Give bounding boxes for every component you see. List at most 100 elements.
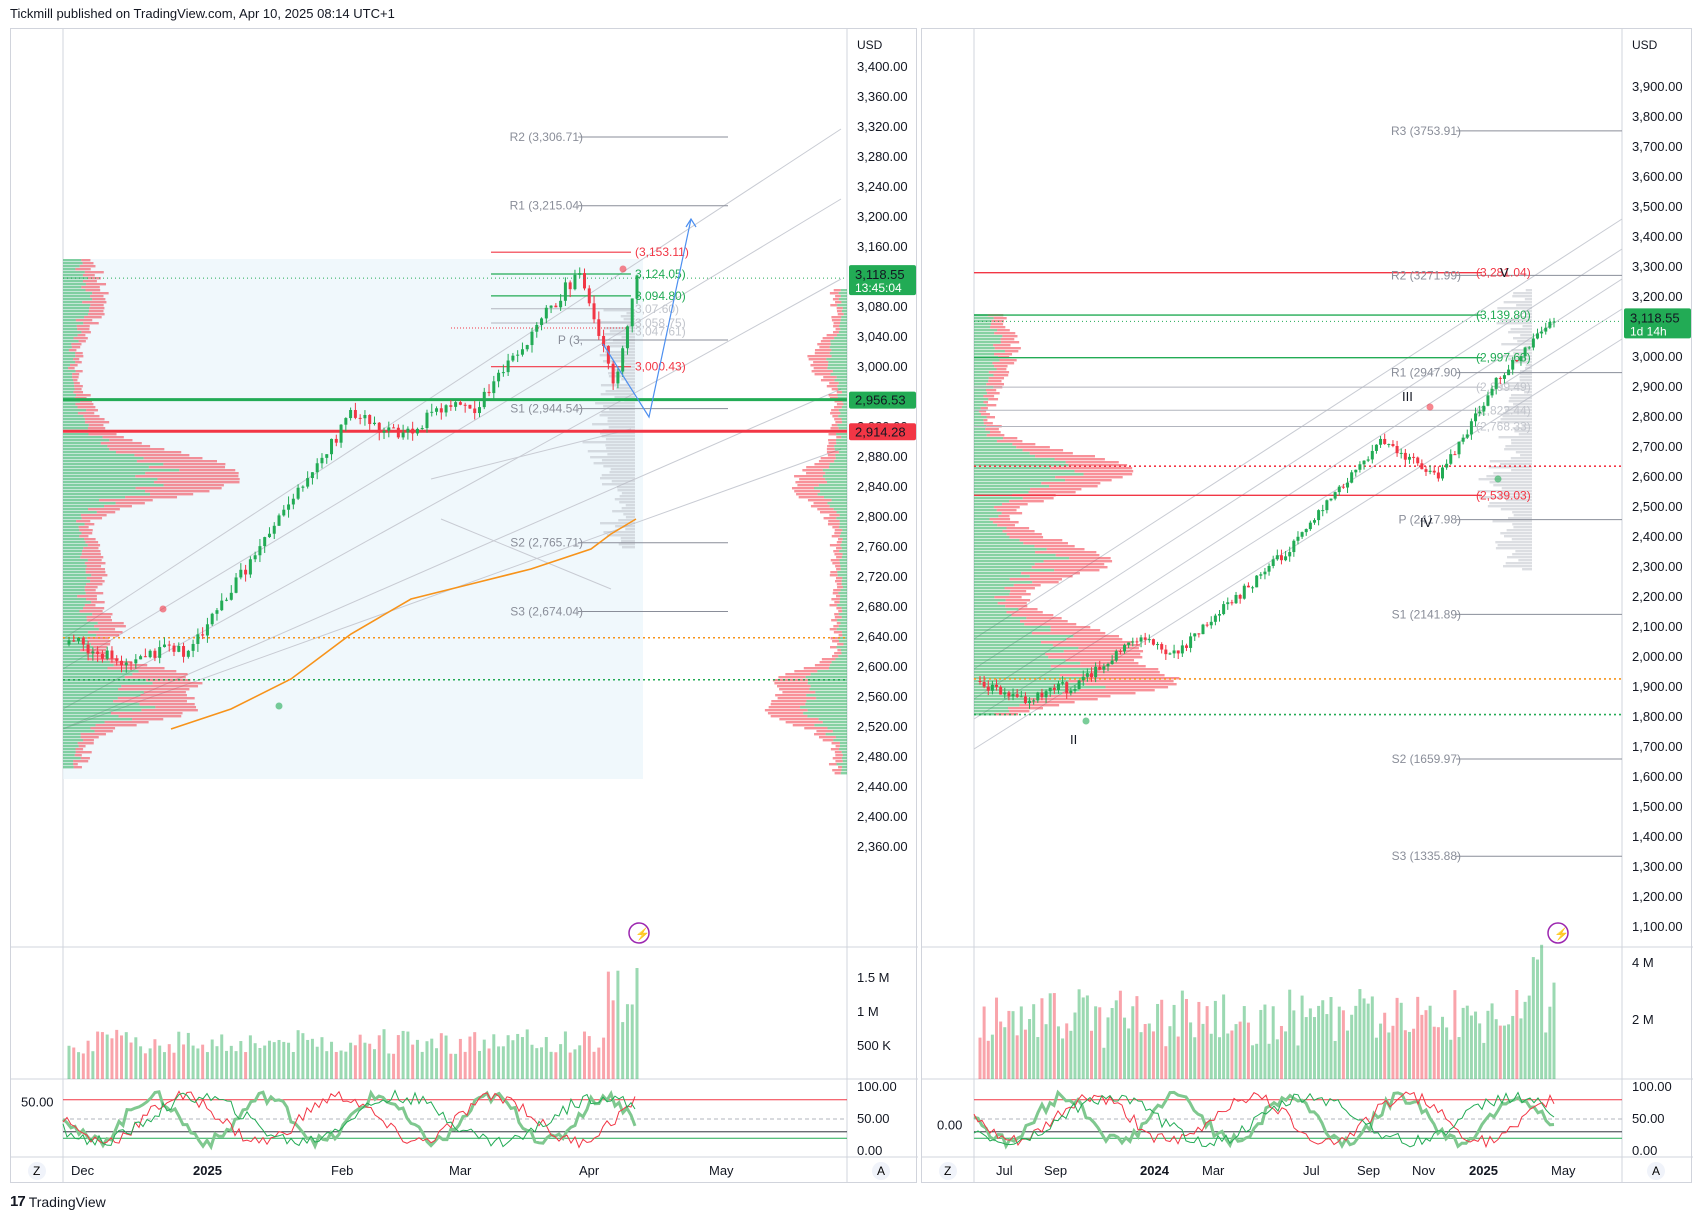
volume-profile-bar	[814, 373, 831, 376]
volume-profile-bar	[840, 319, 847, 322]
auto-scale-button[interactable]	[872, 1162, 890, 1180]
tradingview-footer[interactable]: 17 TradingView	[10, 1193, 106, 1210]
session-profile-bar	[625, 528, 635, 531]
volume-bar	[1156, 1003, 1160, 1079]
session-profile-bar	[1513, 526, 1532, 529]
projection-arrow[interactable]	[602, 218, 692, 419]
volume-profile-bar	[102, 436, 124, 439]
volume-profile-bar	[63, 517, 82, 520]
session-profile-bar	[614, 498, 635, 501]
volume-bar	[1325, 1014, 1329, 1079]
left-chart-canvas[interactable]: R2 (3,306.71)R1 (3,215.04)P (3,S1 (2,944…	[11, 29, 918, 1184]
volume-profile-bar	[63, 307, 90, 310]
candle-up	[1036, 692, 1040, 701]
volume-profile-bar	[1023, 542, 1068, 545]
volume-axis-tick: 4 M	[1632, 955, 1654, 970]
volume-bar	[530, 1044, 534, 1079]
session-profile-bar	[1500, 463, 1532, 466]
candle-up	[563, 282, 567, 301]
volume-profile-bar	[1085, 683, 1177, 686]
volume-bar	[1023, 1029, 1027, 1079]
candle-up	[630, 298, 634, 327]
volume-bar	[139, 1046, 143, 1079]
price-axis-tick: 1,500.00	[1632, 799, 1683, 814]
candle-up	[635, 275, 639, 299]
volume-profile-bar	[97, 622, 124, 625]
oscillator-axis-tick: 0.00	[857, 1143, 882, 1158]
zoom-toggle-button[interactable]	[939, 1162, 957, 1180]
volume-profile-bar	[1069, 557, 1111, 560]
volume-profile-bar	[834, 406, 842, 409]
volume-profile-bar	[974, 665, 1051, 668]
volume-profile-bar	[777, 685, 811, 688]
candle-down	[129, 662, 133, 664]
volume-profile-bar	[82, 739, 94, 742]
volume-bar	[1036, 1037, 1040, 1079]
volume-profile-bar	[822, 337, 835, 340]
volume-profile-bar	[825, 472, 847, 475]
volume-profile-bar	[818, 718, 847, 721]
volume-bar	[1300, 995, 1304, 1079]
left-chart-panel[interactable]: R2 (3,306.71) R1 (3,215.04) P (3, S1 (2,944…	[10, 28, 918, 1184]
volume-profile-bar	[839, 550, 847, 553]
session-profile-bar	[1520, 373, 1532, 376]
volume-profile-bar	[63, 457, 144, 460]
session-profile-bar	[605, 438, 635, 441]
candle-down	[1143, 637, 1147, 640]
candle-down	[1184, 645, 1188, 648]
candle-up	[1201, 624, 1205, 635]
volume-bar	[1445, 1027, 1449, 1079]
oscillator-axis-tick: 50.00	[857, 1111, 890, 1126]
right-chart-panel[interactable]: R3 (3753.91) R2 (3271.99) R1 (2947.90) P (2…	[921, 28, 1693, 1184]
candle-up	[77, 637, 81, 641]
session-profile-bar	[600, 522, 635, 525]
right-chart-canvas[interactable]: R3 (3753.91)R2 (3271.99)R1 (2947.90)P (2…	[922, 29, 1693, 1184]
volume-bar	[501, 1046, 505, 1079]
volume-bar	[1333, 1040, 1337, 1079]
session-profile-bar	[1505, 499, 1532, 502]
volume-bar	[1213, 1000, 1217, 1079]
volume-profile-bar	[986, 404, 997, 407]
volume-profile-bar	[980, 407, 988, 410]
volume-profile-bar	[974, 479, 1066, 482]
bar-countdown: 13:45:04	[855, 281, 902, 295]
volume-profile-bar	[814, 352, 830, 355]
alert-lightning-icon[interactable]	[628, 922, 650, 944]
candle-down	[463, 404, 467, 406]
volume-profile-bar	[63, 595, 78, 598]
session-profile-bar	[1518, 559, 1532, 562]
volume-profile-bar	[84, 523, 95, 526]
volume-bar	[425, 1041, 429, 1079]
candle-up	[1180, 645, 1184, 654]
volume-profile-bar	[988, 398, 999, 401]
zoom-toggle-button[interactable]	[28, 1162, 46, 1180]
volume-profile-bar	[63, 616, 87, 619]
volume-profile-bar	[1019, 539, 1063, 542]
volume-profile-bar	[84, 538, 96, 541]
volume-bar	[1259, 1009, 1263, 1079]
volume-bar	[1374, 1037, 1378, 1079]
price-axis-tick: 3,080.00	[857, 299, 908, 314]
volume-profile-bar	[983, 395, 995, 398]
session-profile-bar	[1500, 388, 1532, 391]
volume-profile-bar	[974, 377, 989, 380]
volume-profile-bar	[836, 568, 841, 571]
candle-up	[162, 644, 166, 648]
volume-bar	[1494, 1019, 1498, 1079]
volume-bar	[554, 1052, 558, 1079]
candle-up	[349, 410, 353, 419]
volume-profile-bar	[73, 337, 88, 340]
volume-bar	[1089, 1030, 1093, 1079]
volume-profile-bar	[1024, 623, 1077, 626]
volume-bar	[1110, 1008, 1114, 1079]
auto-scale-button[interactable]	[1647, 1162, 1665, 1180]
volume-profile-bar	[94, 625, 126, 628]
volume-profile-bar	[88, 508, 120, 511]
volume-profile-bar	[974, 578, 1010, 581]
candle-up	[344, 418, 348, 425]
session-profile-bar	[1512, 427, 1532, 430]
volume-profile-bar	[974, 554, 1056, 557]
alert-lightning-icon[interactable]	[1547, 922, 1569, 944]
volume-profile-bar	[63, 700, 114, 703]
volume-profile-bar	[832, 526, 840, 529]
